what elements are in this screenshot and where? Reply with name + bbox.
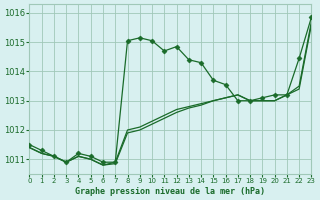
X-axis label: Graphe pression niveau de la mer (hPa): Graphe pression niveau de la mer (hPa) — [76, 187, 265, 196]
